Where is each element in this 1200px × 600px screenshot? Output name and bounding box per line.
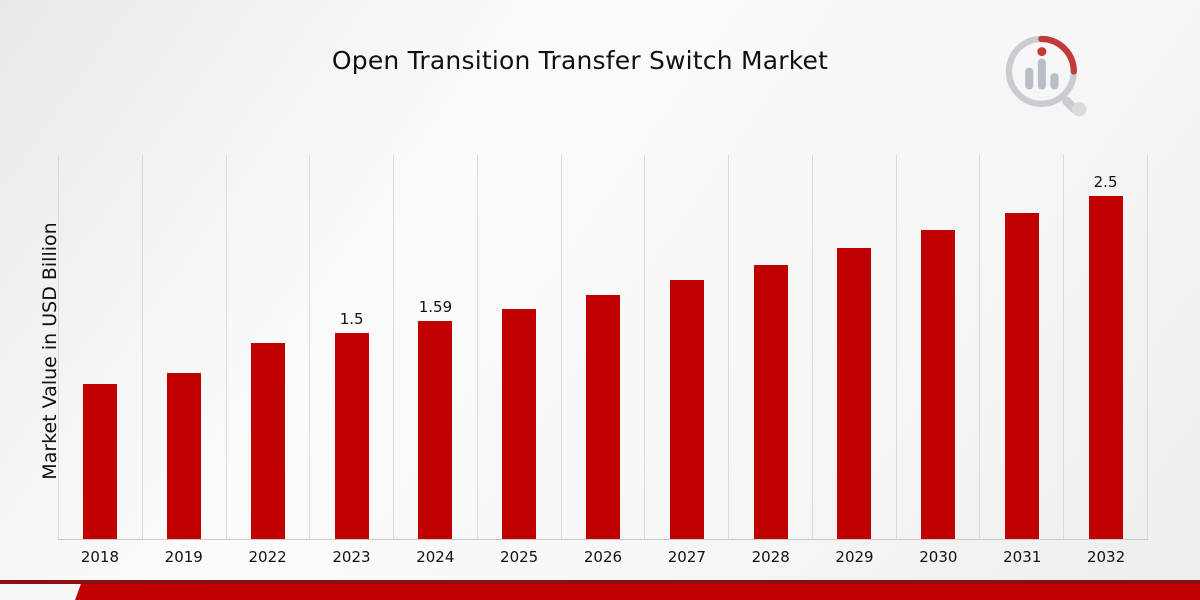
bar-2031	[1004, 212, 1039, 539]
grid-cell	[979, 155, 1063, 539]
grid-cell	[141, 155, 226, 539]
grid-cell	[476, 155, 561, 539]
grid-cell	[728, 155, 812, 539]
footer-accent-band	[86, 584, 1200, 600]
x-tick-2019: 2019	[164, 548, 203, 566]
x-tick-2030: 2030	[919, 548, 958, 566]
bar-2024	[418, 320, 453, 539]
x-tick-2029: 2029	[835, 548, 874, 566]
bar-2030	[921, 230, 956, 539]
x-tick-2027: 2027	[667, 548, 706, 566]
logo-icon	[1005, 35, 1087, 117]
x-tick-2028: 2028	[751, 548, 790, 566]
bar-2022	[250, 342, 285, 539]
x-tick-2031: 2031	[1003, 548, 1042, 566]
bar-2018	[83, 384, 118, 539]
x-tick-2026: 2026	[583, 548, 623, 566]
bar-2023	[334, 333, 369, 539]
bar-2028	[753, 264, 788, 539]
grid-cell: 1.59	[393, 155, 477, 539]
bar-2027	[669, 279, 704, 539]
bar-2019	[167, 373, 202, 539]
grid-cell	[225, 155, 310, 539]
chart-title: Open Transition Transfer Switch Market	[331, 46, 829, 75]
bar-2026	[585, 294, 620, 539]
x-tick-2023: 2023	[332, 548, 371, 566]
bar-2029	[837, 248, 872, 539]
x-tick-2018: 2018	[80, 548, 120, 566]
grid-cell: 1.5	[309, 155, 393, 539]
bar-2032	[1088, 196, 1123, 539]
x-tick-2032: 2032	[1086, 548, 1126, 566]
grid-cell	[895, 155, 980, 539]
bar-value-label: 1.5	[339, 310, 364, 329]
grid-cell	[58, 155, 142, 539]
x-tick-2022: 2022	[248, 548, 287, 566]
grid-cell: 2.5	[1063, 155, 1148, 539]
footer-accent-line	[0, 580, 1200, 584]
x-axis-labels: 2018 2019 2022 2023 2024 2025 2026 2027 2028 2029…	[58, 548, 1148, 566]
plot-area: 1.5 1.59 2.5	[58, 155, 1148, 540]
x-tick-2024: 2024	[416, 548, 455, 566]
bar-2025	[502, 308, 537, 539]
grid-cell	[811, 155, 896, 539]
grid-cell	[560, 155, 645, 539]
bar-value-label: 2.5	[1093, 173, 1118, 192]
grid-cell	[644, 155, 728, 539]
bar-value-label: 1.59	[418, 297, 453, 316]
x-tick-2025: 2025	[500, 548, 539, 566]
